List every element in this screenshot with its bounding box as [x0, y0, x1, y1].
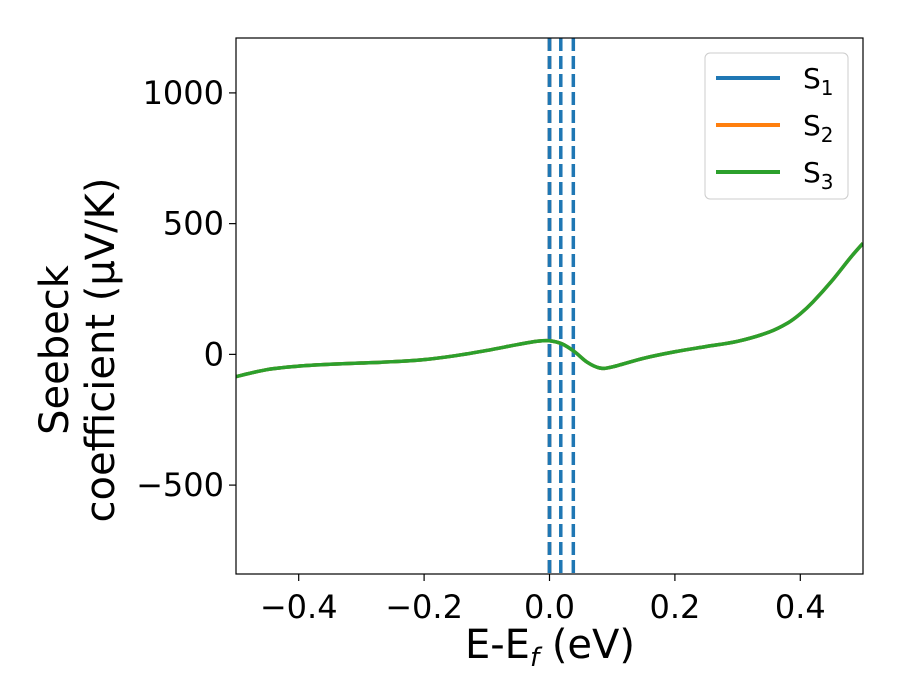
x-tick-label: −0.4 — [260, 588, 338, 626]
y-tick-label: −500 — [136, 466, 224, 504]
x-tick-label: 0.4 — [775, 588, 826, 626]
x-axis-label: E-Ef (eV) — [465, 622, 635, 673]
legend-label-2: S2 — [803, 109, 834, 147]
y-axis-ticks: −500 0 500 1000 — [136, 74, 236, 504]
series-lines — [236, 242, 863, 379]
x-tick-label: 0.2 — [649, 588, 700, 626]
x-axis-label-main: E-E — [465, 622, 530, 668]
legend-label-3: S3 — [803, 156, 834, 194]
y-axis-label-line1: Seebeck — [32, 264, 78, 435]
y-tick-label: 1000 — [143, 74, 224, 112]
x-axis-label-unit: (eV) — [539, 622, 635, 668]
legend-label-1: S1 — [803, 62, 834, 100]
series-line-3 — [236, 242, 863, 379]
y-axis-label-line2: coefficient (μV/K) — [78, 178, 124, 523]
x-axis-ticks: −0.4 −0.2 0.0 0.2 0.4 — [260, 574, 826, 626]
legend: S1 S2 S3 — [704, 52, 849, 200]
legend-items: S1 S2 S3 — [716, 62, 834, 194]
y-tick-label: 0 — [204, 335, 224, 373]
y-tick-label: 500 — [163, 205, 224, 243]
vertical-reference-lines — [547, 38, 576, 574]
x-tick-label: 0.0 — [524, 588, 575, 626]
x-tick-label: −0.2 — [385, 588, 463, 626]
